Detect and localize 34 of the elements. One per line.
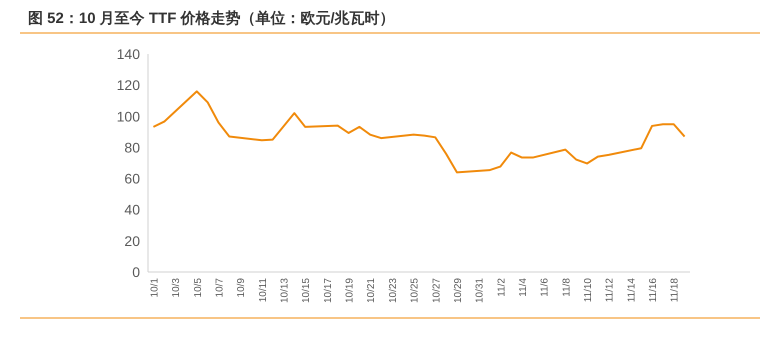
x-tick-label: 11/12 xyxy=(604,278,616,302)
x-tick-label: 10/19 xyxy=(344,278,356,304)
x-tick-label: 10/15 xyxy=(301,278,312,304)
chart-title: 图 52：10 月至今 TTF 价格走势（单位：欧元/兆瓦时） xyxy=(28,10,395,27)
y-tick-label: 80 xyxy=(124,139,140,156)
y-tick-label: 120 xyxy=(116,77,140,94)
x-tick-label: 10/9 xyxy=(236,278,248,298)
x-tick-label: 10/11 xyxy=(258,278,269,302)
x-tick-label: 10/29 xyxy=(452,278,464,304)
x-tick-label: 10/25 xyxy=(410,278,421,304)
x-tick-label: 11/16 xyxy=(648,278,660,302)
x-tick-label: 10/7 xyxy=(214,278,226,298)
y-tick-label: 0 xyxy=(132,264,140,280)
y-tick-label: 60 xyxy=(124,170,140,187)
x-tick-label: 11/4 xyxy=(518,278,529,297)
x-tick-label: 11/14 xyxy=(626,278,638,302)
x-tick-label: 10/3 xyxy=(171,278,182,298)
x-tick-label: 10/5 xyxy=(192,278,204,298)
x-tick-label: 10/1 xyxy=(149,278,160,298)
x-tick-label: 11/18 xyxy=(670,278,681,302)
x-tick-label: 10/31 xyxy=(474,278,486,304)
x-tick-label: 11/2 xyxy=(496,278,508,297)
y-tick-label: 20 xyxy=(124,232,140,249)
y-tick-label: 140 xyxy=(116,46,140,62)
x-tick-label: 11/10 xyxy=(583,278,594,302)
y-tick-label: 100 xyxy=(116,108,140,124)
x-tick-label: 10/21 xyxy=(366,278,378,304)
y-tick-label: 40 xyxy=(124,202,140,218)
x-tick-label: 11/8 xyxy=(561,278,572,297)
x-tick-label: 10/13 xyxy=(280,278,290,304)
x-tick-label: 10/17 xyxy=(322,278,334,304)
x-tick-label: 11/6 xyxy=(540,278,551,297)
x-tick-label: 10/23 xyxy=(388,278,399,304)
x-tick-label: 10/27 xyxy=(431,278,442,304)
